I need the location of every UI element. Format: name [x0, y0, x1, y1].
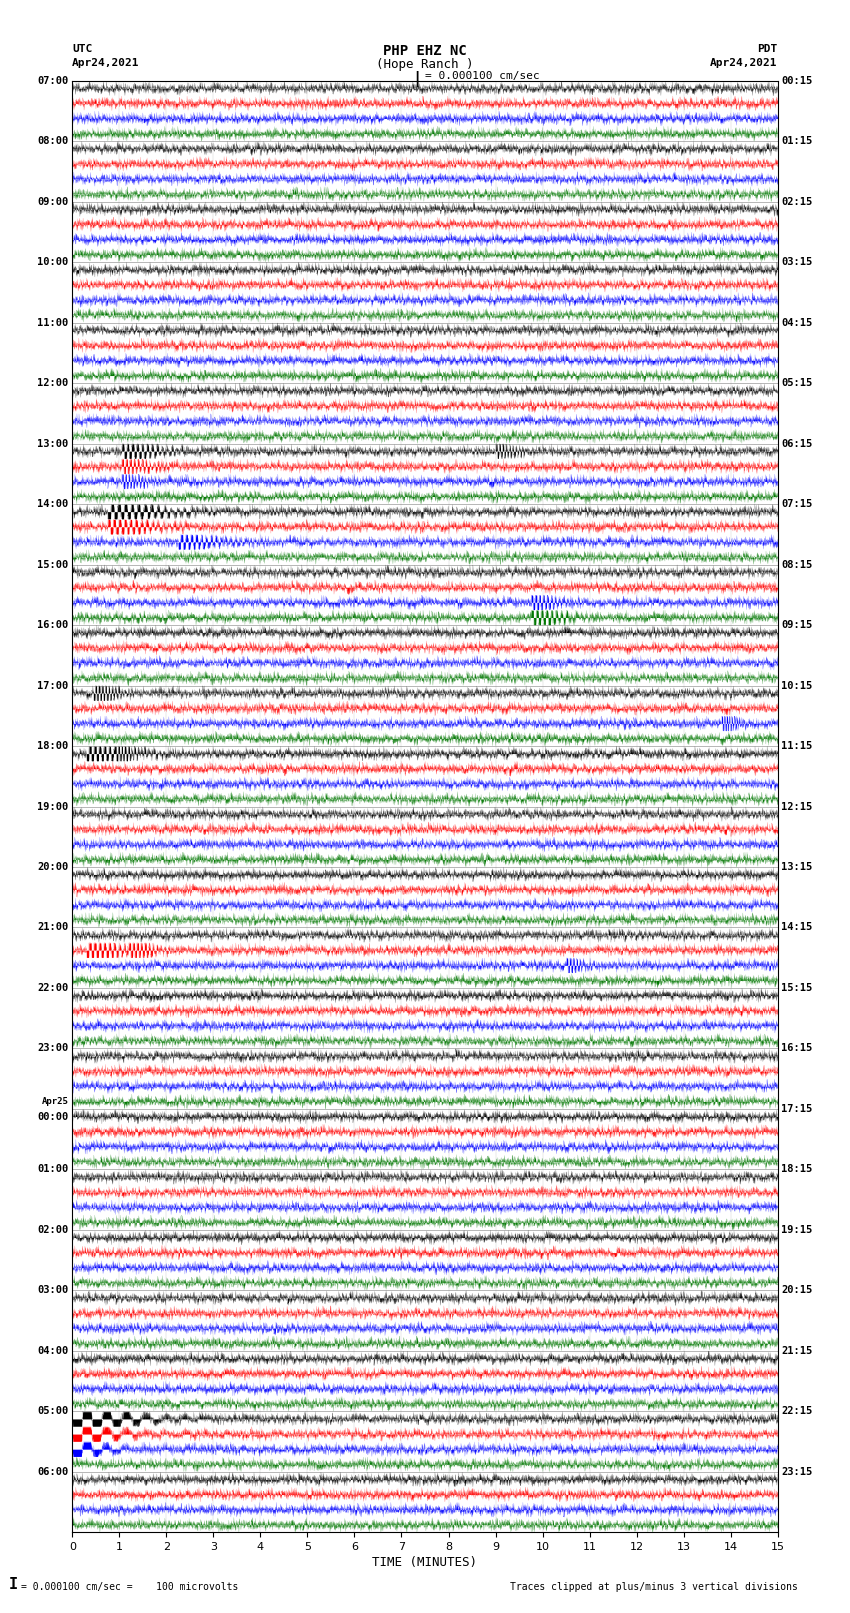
Text: 08:15: 08:15	[781, 560, 813, 569]
Text: Apr24,2021: Apr24,2021	[711, 58, 778, 68]
Text: UTC: UTC	[72, 44, 93, 53]
Text: 12:00: 12:00	[37, 377, 69, 389]
X-axis label: TIME (MINUTES): TIME (MINUTES)	[372, 1557, 478, 1569]
Text: 00:15: 00:15	[781, 76, 813, 85]
Text: |: |	[412, 71, 421, 87]
Text: 02:15: 02:15	[781, 197, 813, 206]
Text: (Hope Ranch ): (Hope Ranch )	[377, 58, 473, 71]
Text: 15:00: 15:00	[37, 560, 69, 569]
Text: 05:00: 05:00	[37, 1407, 69, 1416]
Text: 05:15: 05:15	[781, 377, 813, 389]
Text: 10:00: 10:00	[37, 256, 69, 268]
Text: 03:00: 03:00	[37, 1286, 69, 1295]
Text: Traces clipped at plus/minus 3 vertical divisions: Traces clipped at plus/minus 3 vertical …	[510, 1582, 798, 1592]
Text: 07:00: 07:00	[37, 76, 69, 85]
Text: 14:15: 14:15	[781, 923, 813, 932]
Text: 23:00: 23:00	[37, 1044, 69, 1053]
Text: 08:00: 08:00	[37, 135, 69, 147]
Text: PDT: PDT	[757, 44, 778, 53]
Text: 01:00: 01:00	[37, 1165, 69, 1174]
Text: Apr24,2021: Apr24,2021	[72, 58, 139, 68]
Text: 18:15: 18:15	[781, 1165, 813, 1174]
Text: 02:00: 02:00	[37, 1224, 69, 1236]
Text: 07:15: 07:15	[781, 498, 813, 510]
Text: 21:15: 21:15	[781, 1345, 813, 1357]
Text: 04:15: 04:15	[781, 318, 813, 327]
Text: 19:00: 19:00	[37, 802, 69, 811]
Text: 09:00: 09:00	[37, 197, 69, 206]
Text: 21:00: 21:00	[37, 923, 69, 932]
Text: 14:00: 14:00	[37, 498, 69, 510]
Text: 16:15: 16:15	[781, 1044, 813, 1053]
Text: 11:00: 11:00	[37, 318, 69, 327]
Text: 04:00: 04:00	[37, 1345, 69, 1357]
Text: 20:00: 20:00	[37, 861, 69, 873]
Text: 06:15: 06:15	[781, 439, 813, 448]
Text: 22:15: 22:15	[781, 1407, 813, 1416]
Text: 06:00: 06:00	[37, 1466, 69, 1478]
Text: 22:00: 22:00	[37, 982, 69, 994]
Text: 17:00: 17:00	[37, 681, 69, 690]
Text: Apr25: Apr25	[42, 1097, 69, 1107]
Text: 20:15: 20:15	[781, 1286, 813, 1295]
Text: 12:15: 12:15	[781, 802, 813, 811]
Text: 16:00: 16:00	[37, 619, 69, 631]
Text: 13:00: 13:00	[37, 439, 69, 448]
Text: 18:00: 18:00	[37, 740, 69, 752]
Text: = 0.000100 cm/sec =    100 microvolts: = 0.000100 cm/sec = 100 microvolts	[21, 1582, 239, 1592]
Text: 03:15: 03:15	[781, 256, 813, 268]
Text: 01:15: 01:15	[781, 135, 813, 147]
Text: 10:15: 10:15	[781, 681, 813, 690]
Text: 00:00: 00:00	[37, 1111, 69, 1123]
Text: 19:15: 19:15	[781, 1224, 813, 1236]
Text: 23:15: 23:15	[781, 1466, 813, 1478]
Text: 15:15: 15:15	[781, 982, 813, 994]
Text: PHP EHZ NC: PHP EHZ NC	[383, 44, 467, 58]
Text: = 0.000100 cm/sec: = 0.000100 cm/sec	[425, 71, 540, 81]
Text: 17:15: 17:15	[781, 1103, 813, 1115]
Text: 11:15: 11:15	[781, 740, 813, 752]
Text: I: I	[8, 1578, 18, 1592]
Text: 13:15: 13:15	[781, 861, 813, 873]
Text: 09:15: 09:15	[781, 619, 813, 631]
